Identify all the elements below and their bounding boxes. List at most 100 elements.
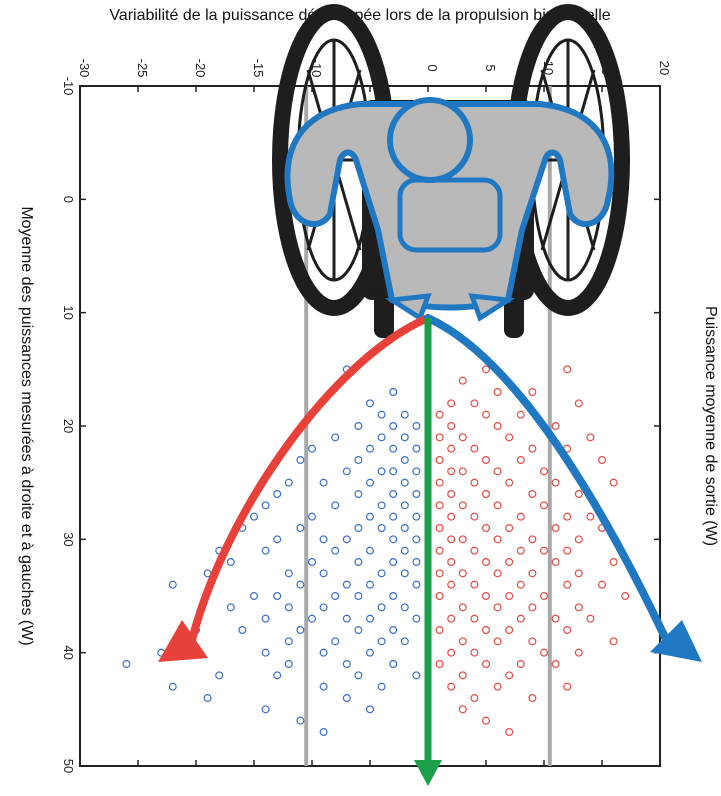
- scatter-point-series-0: [366, 512, 375, 521]
- scatter-point-series-0: [261, 546, 270, 555]
- scatter-point-series-0: [377, 603, 386, 612]
- scatter-point-series-0: [342, 467, 351, 476]
- scatter-point-series-0: [389, 557, 398, 566]
- scatter-point-series-0: [400, 456, 409, 465]
- scatter-point-series-1: [458, 705, 467, 714]
- chart-title: Variabilité de la puissance développée l…: [109, 7, 610, 24]
- scatter-point-series-0: [400, 433, 409, 442]
- scatter-point-series-0: [342, 535, 351, 544]
- scatter-point-series-1: [516, 614, 525, 623]
- scatter-point-series-0: [238, 625, 247, 634]
- scatter-point-series-0: [412, 490, 421, 499]
- y-tick-label: -20: [193, 59, 208, 78]
- scatter-point-series-0: [273, 591, 282, 600]
- scatter-point-series-0: [319, 682, 328, 691]
- scatter-point-series-1: [493, 535, 502, 544]
- scatter-point-series-1: [563, 682, 572, 691]
- scatter-point-series-0: [284, 603, 293, 612]
- blue-arrow: [424, 314, 674, 652]
- scatter-point-series-0: [342, 693, 351, 702]
- scatter-point-series-0: [226, 557, 235, 566]
- scatter-point-series-0: [354, 557, 363, 566]
- scatter-point-series-1: [482, 716, 491, 725]
- scatter-point-series-1: [447, 512, 456, 521]
- scatter-point-series-1: [516, 546, 525, 555]
- scatter-point-series-1: [505, 591, 514, 600]
- scatter-point-series-1: [528, 603, 537, 612]
- blue-arrow-head: [650, 620, 702, 662]
- scatter-point-series-1: [597, 580, 606, 589]
- scatter-point-series-1: [563, 625, 572, 634]
- scatter-point-series-1: [482, 365, 491, 374]
- scatter-point-series-0: [308, 512, 317, 521]
- scatter-point-series-1: [563, 365, 572, 374]
- scatter-point-series-0: [319, 569, 328, 578]
- scatter-point-series-0: [284, 478, 293, 487]
- scatter-point-series-1: [574, 490, 583, 499]
- person-icon: [284, 97, 615, 322]
- scatter-point-series-1: [551, 523, 560, 532]
- scatter-point-series-0: [354, 591, 363, 600]
- scatter-point-series-1: [447, 535, 456, 544]
- scatter-point-series-1: [528, 388, 537, 397]
- scatter-point-series-0: [203, 693, 212, 702]
- scatter-point-series-1: [551, 659, 560, 668]
- scatter-point-series-1: [470, 693, 479, 702]
- scatter-point-series-0: [389, 591, 398, 600]
- scatter-point-series-1: [528, 444, 537, 453]
- scatter-point-series-0: [412, 557, 421, 566]
- scatter-point-series-1: [493, 603, 502, 612]
- scatter-point-series-1: [482, 410, 491, 419]
- scatter-point-series-0: [377, 467, 386, 476]
- scatter-point-series-1: [505, 625, 514, 634]
- scatter-point-series-1: [505, 727, 514, 736]
- scatter-point-series-1: [435, 659, 444, 668]
- scatter-point-series-1: [435, 546, 444, 555]
- scatter-point-series-1: [493, 682, 502, 691]
- scatter-point-series-1: [586, 433, 595, 442]
- scatter-point-series-1: [458, 603, 467, 612]
- scatter-point-series-1: [516, 659, 525, 668]
- scatter-point-series-0: [331, 591, 340, 600]
- scatter-point-series-1: [458, 467, 467, 476]
- scatter-point-series-1: [551, 422, 560, 431]
- scatter-point-series-0: [377, 523, 386, 532]
- scatter-point-series-1: [586, 512, 595, 521]
- scatter-point-series-0: [412, 535, 421, 544]
- y-tick-label: -25: [135, 59, 150, 78]
- scatter-point-series-0: [354, 671, 363, 680]
- scatter-point-series-0: [319, 535, 328, 544]
- scatter-point-series-0: [331, 433, 340, 442]
- scatter-point-series-0: [284, 569, 293, 578]
- scatter-point-series-0: [400, 546, 409, 555]
- scatter-point-series-0: [412, 467, 421, 476]
- scatter-point-series-1: [493, 388, 502, 397]
- scatter-point-series-0: [296, 716, 305, 725]
- scatter-point-series-1: [505, 557, 514, 566]
- scatter-point-series-0: [377, 410, 386, 419]
- scatter-point-series-0: [412, 422, 421, 431]
- scatter-point-series-1: [435, 410, 444, 419]
- scatter-point-series-1: [505, 433, 514, 442]
- scatter-point-series-1: [539, 546, 548, 555]
- scatter-point-series-0: [412, 444, 421, 453]
- scatter-point-series-0: [389, 659, 398, 668]
- scatter-point-series-0: [366, 705, 375, 714]
- scatter-point-series-1: [447, 444, 456, 453]
- scatter-point-series-0: [319, 478, 328, 487]
- scatter-point-series-1: [505, 523, 514, 532]
- scatter-point-series-0: [308, 444, 317, 453]
- scatter-point-series-1: [435, 591, 444, 600]
- scatter-point-series-0: [273, 671, 282, 680]
- scatter-point-series-0: [377, 501, 386, 510]
- scatter-point-series-1: [574, 603, 583, 612]
- scatter-point-series-0: [412, 580, 421, 589]
- scatter-point-series-0: [366, 614, 375, 623]
- scatter-point-series-0: [215, 671, 224, 680]
- scatter-point-series-1: [505, 671, 514, 680]
- scatter-point-series-1: [470, 512, 479, 521]
- scatter-point-series-0: [354, 523, 363, 532]
- y-tick-label: 5: [483, 64, 498, 71]
- scatter-point-series-1: [516, 512, 525, 521]
- scatter-point-series-0: [273, 490, 282, 499]
